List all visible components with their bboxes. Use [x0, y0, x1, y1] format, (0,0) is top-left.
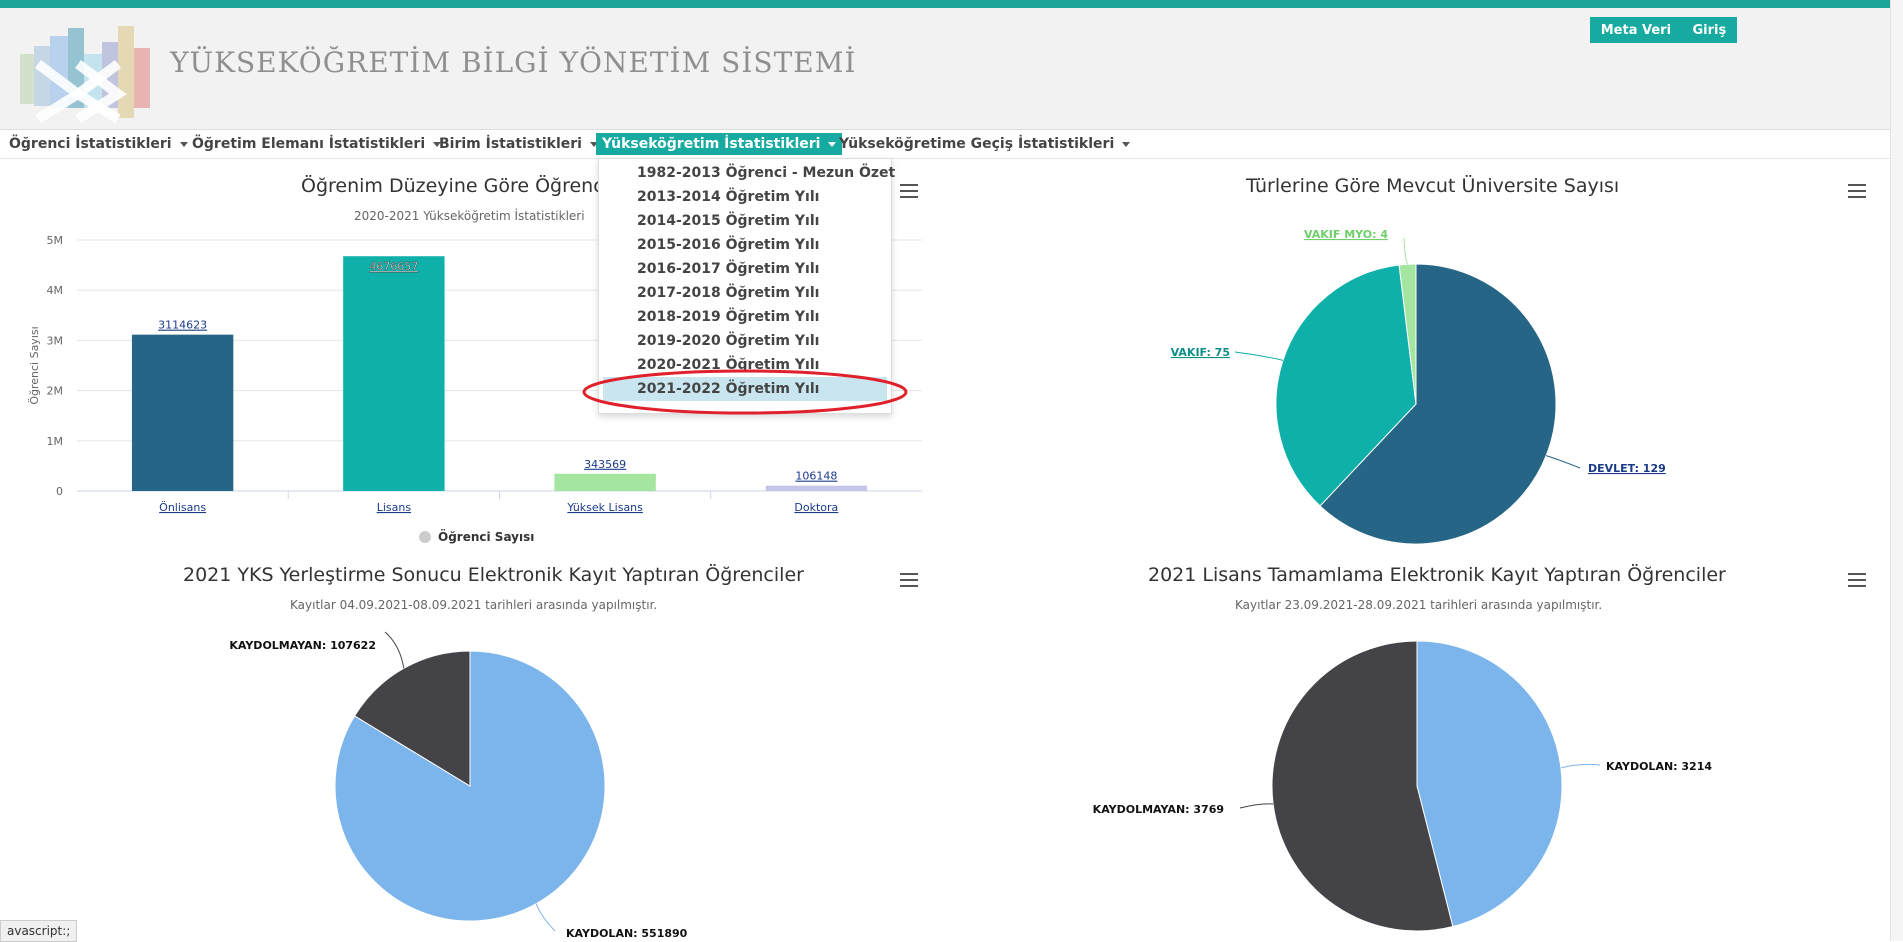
pie-label: KAYDOLAN: 3214 — [1606, 760, 1712, 773]
site-header: YÜKSEKÖĞRETİM BİLGİ YÖNETİM SİSTEMİ Meta… — [0, 8, 1890, 130]
bar — [343, 256, 445, 491]
pie-label: VAKIF: 75 — [1171, 346, 1230, 359]
yok-logo[interactable] — [18, 24, 678, 124]
bar — [554, 473, 656, 491]
dropdown-item[interactable]: 2020-2021 Öğretim Yılı — [637, 357, 820, 373]
caret-down-icon — [1122, 141, 1131, 147]
y-tick-label: 1M — [47, 435, 64, 448]
dropdown-item[interactable]: 2019-2020 Öğretim Yılı — [637, 333, 820, 349]
chart4-subtitle: Kayıtlar 23.09.2021-28.09.2021 tarihleri… — [1235, 598, 1603, 612]
caret-down-icon — [179, 141, 188, 147]
pie-connector — [1234, 351, 1284, 361]
pie-connector — [535, 903, 556, 932]
nav-yuksekogretime-gecis-istatistikleri[interactable]: Yükseköğretime Geçiş İstatistikleri — [833, 133, 1136, 155]
legend-label: Öğrenci Sayısı — [438, 529, 534, 544]
top-links: Meta Veri Giriş — [1590, 17, 1737, 43]
status-bar: avascript:; — [0, 920, 78, 942]
caret-down-icon — [433, 141, 442, 147]
x-tick-label: Lisans — [377, 501, 412, 514]
bar — [765, 485, 868, 491]
dropdown-item[interactable]: 2014-2015 Öğretim Yılı — [637, 213, 820, 229]
pie-label: KAYDOLAN: 551890 — [566, 927, 688, 940]
pie-connector — [1560, 763, 1601, 769]
y-tick-label: 5M — [47, 234, 64, 247]
bar-value-label: 106148 — [795, 470, 837, 483]
pie-label: DEVLET: 129 — [1588, 462, 1666, 475]
chart3-title: 2021 YKS Yerleştirme Sonucu Elektronik K… — [183, 564, 804, 586]
main-nav: Öğrenci İstatistikleri Öğretim Elemanı İ… — [0, 130, 1890, 159]
dropdown-item[interactable]: 1982-2013 Öğrenci - Mezun Özet — [637, 165, 896, 181]
bar-value-label: 4676657 — [369, 260, 418, 273]
y-tick-label: 4M — [47, 284, 64, 297]
dropdown-item[interactable]: 2016-2017 Öğretim Yılı — [637, 261, 820, 277]
caret-down-icon — [589, 141, 598, 147]
nav-yuksekogretim-istatistikleri[interactable]: Yükseköğretim İstatistikleri — [596, 133, 843, 155]
pie-slice — [1319, 263, 1557, 545]
vertical-scrollbar[interactable] — [1890, 0, 1903, 941]
caret-down-icon — [828, 141, 837, 147]
x-tick-label: Yüksek Lisans — [566, 501, 643, 514]
chart3-menu-icon[interactable] — [900, 573, 918, 587]
y-axis-title: Öğrenci Sayısı — [28, 326, 41, 404]
nav-label: Yükseköğretim İstatistikleri — [602, 136, 821, 152]
dropdown-item[interactable]: 2018-2019 Öğretim Yılı — [637, 309, 820, 325]
chart1-menu-icon[interactable] — [900, 184, 918, 198]
nav-label: Öğretim Elemanı İstatistikleri — [192, 136, 426, 152]
dropdown-item[interactable]: 2015-2016 Öğretim Yılı — [637, 237, 820, 253]
nav-birim-istatistikleri[interactable]: Birim İstatistikleri — [433, 133, 604, 155]
pie-connector — [1239, 803, 1274, 809]
pie-connector — [384, 631, 405, 669]
y-tick-label: 2M — [47, 385, 64, 398]
legend-marker — [419, 531, 431, 543]
meta-veri-link[interactable]: Meta Veri — [1600, 22, 1672, 38]
top-accent-bar — [0, 0, 1890, 8]
nav-ogrenci-istatistikleri[interactable]: Öğrenci İstatistikleri — [3, 133, 194, 155]
chart1-title: Öğrenim Düzeyine Göre Öğrenci S — [301, 175, 628, 197]
pie-connector — [1403, 237, 1408, 265]
bar — [131, 334, 234, 491]
site-title: YÜKSEKÖĞRETİM BİLGİ YÖNETİM SİSTEMİ — [170, 46, 857, 79]
nav-ogretim-elemani-istatistikleri[interactable]: Öğretim Elemanı İstatistikleri — [186, 133, 447, 155]
pie-connector — [1545, 455, 1581, 469]
dropdown-item[interactable]: 2021-2022 Öğretim Yılı — [603, 377, 887, 401]
pie-slice — [1275, 264, 1417, 507]
bar-value-label: 3114623 — [158, 319, 207, 332]
x-tick-label: Önlisans — [159, 501, 206, 514]
pie-label: KAYDOLMAYAN: 3769 — [1093, 803, 1224, 816]
university-types-pie: DEVLET: 129 VAKIF: 75 VAKIF MYO: 4 — [1171, 228, 1666, 545]
highlight-ellipse — [582, 369, 908, 415]
yks-registration-pie: KAYDOLAN: 551890 KAYDOLMAYAN: 107622 — [229, 631, 688, 940]
chart1-subtitle: 2020-2021 Yükseköğretim İstatistikleri — [354, 209, 585, 223]
dropdown-item[interactable]: 2013-2014 Öğretim Yılı — [637, 189, 820, 205]
pie-slice — [1398, 263, 1417, 405]
pie-label: VAKIF MYO: 4 — [1304, 228, 1388, 241]
chart3-subtitle: Kayıtlar 04.09.2021-08.09.2021 tarihleri… — [290, 598, 658, 612]
chart4-menu-icon[interactable] — [1848, 573, 1866, 587]
pie-slice — [1416, 640, 1563, 928]
chart4-title: 2021 Lisans Tamamlama Elektronik Kayıt Y… — [1148, 564, 1726, 586]
chart2-title: Türlerine Göre Mevcut Üniversite Sayısı — [1246, 175, 1620, 197]
pie-label: KAYDOLMAYAN: 107622 — [229, 639, 376, 652]
x-tick-label: Doktora — [794, 501, 838, 514]
dropdown-item[interactable]: 2017-2018 Öğretim Yılı — [637, 285, 820, 301]
bar-value-label: 343569 — [584, 458, 626, 471]
pie-slice — [353, 650, 471, 787]
login-link[interactable]: Giriş — [1692, 22, 1727, 38]
nav-label: Öğrenci İstatistikleri — [9, 136, 172, 152]
y-tick-label: 0 — [56, 485, 63, 498]
nav-label: Birim İstatistikleri — [439, 136, 582, 152]
nav-label: Yükseköğretime Geçiş İstatistikleri — [839, 136, 1115, 152]
y-tick-label: 3M — [47, 334, 64, 347]
lisans-tamamlama-pie: KAYDOLAN: 3214 KAYDOLMAYAN: 3769 — [1093, 640, 1712, 932]
chart2-menu-icon[interactable] — [1848, 184, 1866, 198]
